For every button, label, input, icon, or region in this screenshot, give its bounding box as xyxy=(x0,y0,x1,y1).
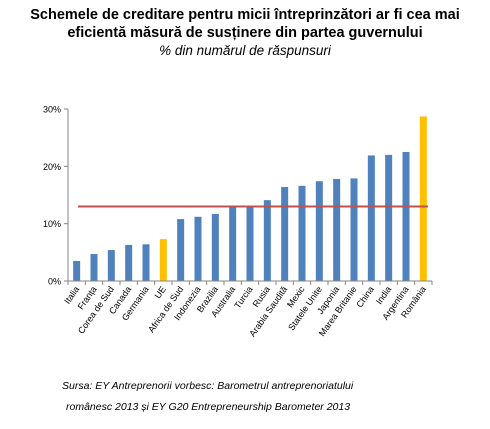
bar xyxy=(315,181,323,281)
bar xyxy=(350,178,358,281)
bar xyxy=(419,116,427,281)
y-tick-label: 30% xyxy=(43,105,61,115)
x-tick-label: Turcia xyxy=(232,284,254,310)
source-line-2: românesc 2013 și EY G20 Entrepreneurship… xyxy=(66,401,351,413)
bar xyxy=(159,239,167,281)
x-tick-label: UE xyxy=(153,284,168,300)
y-tick-label: 0% xyxy=(48,277,61,287)
bar xyxy=(229,207,237,281)
bar xyxy=(281,186,289,281)
bar xyxy=(402,152,410,281)
bar xyxy=(194,216,202,281)
bar xyxy=(107,250,115,281)
bar xyxy=(142,244,150,281)
y-tick-label: 20% xyxy=(43,162,61,172)
y-tick-label: 10% xyxy=(43,219,61,229)
bar xyxy=(333,178,341,281)
x-tick-label: China xyxy=(354,284,376,309)
chart-title-line-2: eficientă măsură de susținere din partea… xyxy=(67,25,423,41)
chart-subtitle: % din numărul de răspunsuri xyxy=(159,43,331,58)
bar xyxy=(125,244,133,281)
bar xyxy=(177,219,185,281)
bar xyxy=(298,185,306,281)
bar xyxy=(385,154,393,281)
bar xyxy=(246,206,254,281)
bar xyxy=(73,260,81,281)
source-line-1: Sursa: EY Antreprenorii vorbesc: Baromet… xyxy=(62,380,354,392)
chart-title-line-1: Schemele de creditare pentru micii între… xyxy=(30,7,460,23)
bar xyxy=(367,155,375,281)
bar xyxy=(263,200,271,281)
bar xyxy=(90,254,98,281)
bar xyxy=(211,213,219,281)
